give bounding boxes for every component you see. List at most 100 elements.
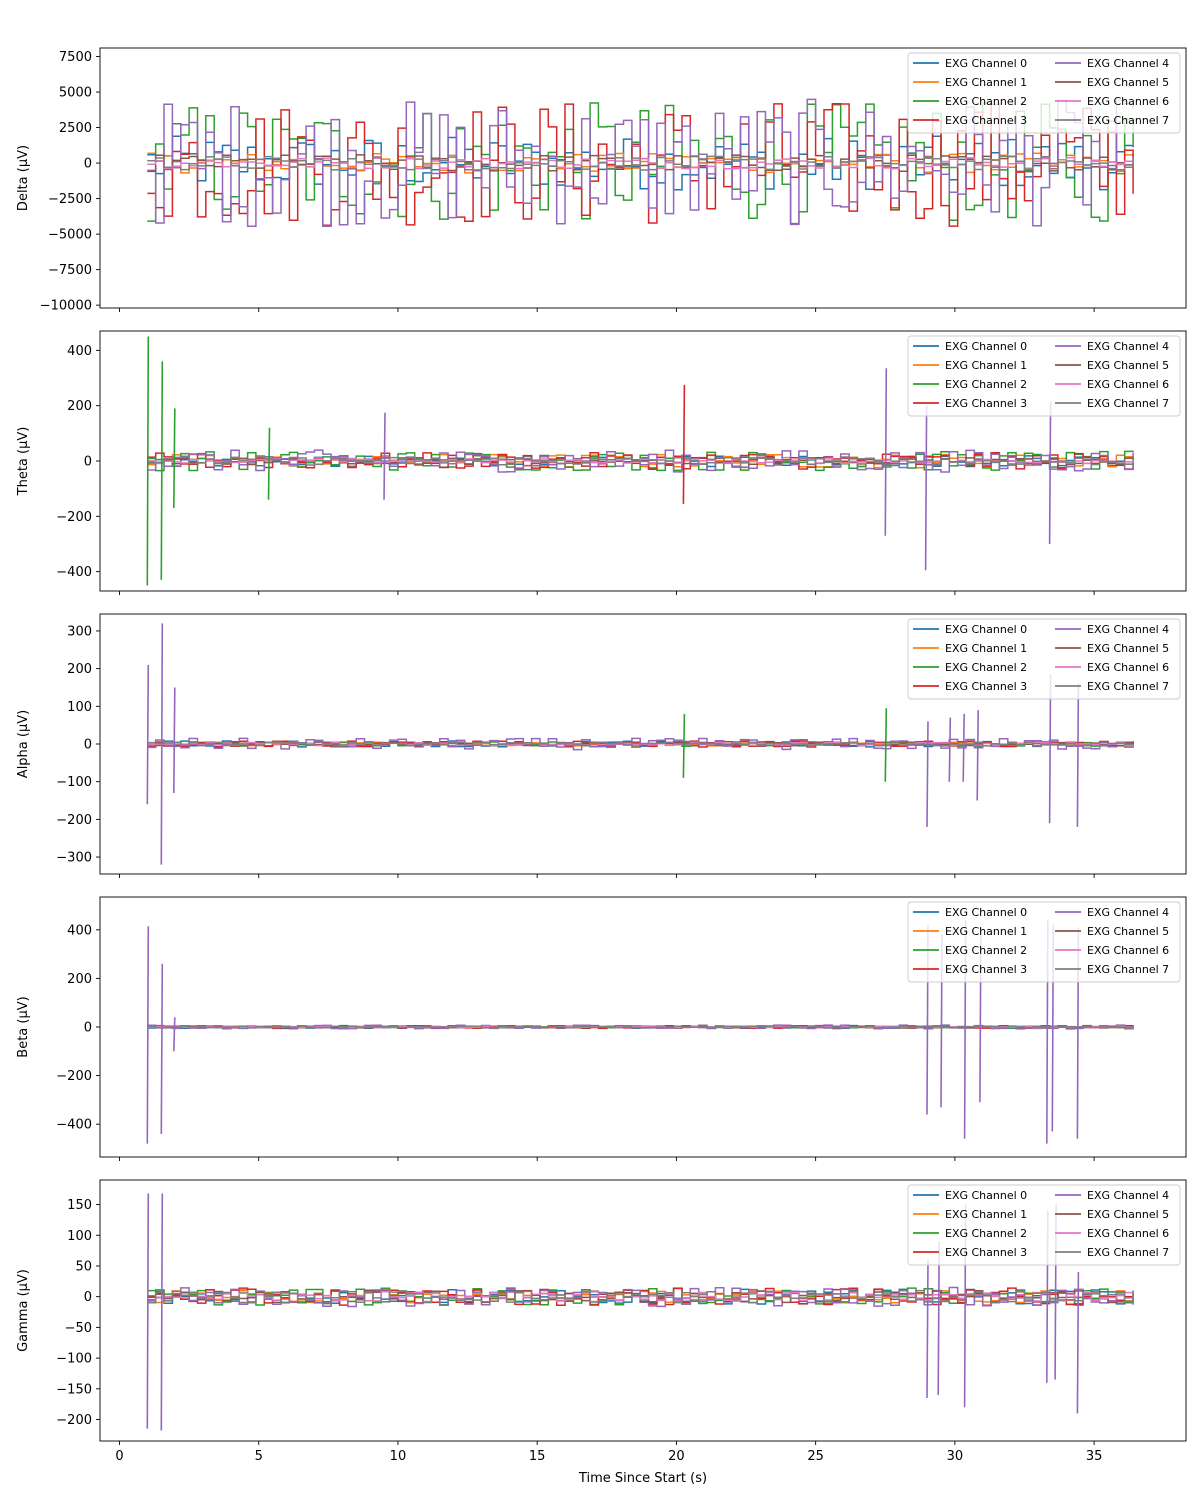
legend-label: EXG Channel 7 [1087,114,1169,127]
y-tick-label: 300 [67,624,92,639]
spike-mark [682,713,686,778]
panel-5: −200 −150 −100 −50 0 50 100 150 Gamma (µV) 0 5 10 15… [16,1179,1187,1464]
y-tick-label: 0 [84,1021,92,1036]
legend-box [907,618,1181,700]
y-tick-label: −100 [56,775,92,790]
spike-mark [173,1017,176,1052]
legend-label: EXG Channel 2 [945,661,1027,674]
series-line-channel-6 [147,156,1134,170]
legend-label: EXG Channel 6 [1087,95,1169,108]
legend: EXG Channel 0 EXG Channel 1 EXG Channel 2 E… [907,901,1181,983]
panel-3: −300 −200 −100 0 100 200 300 Alpha (µV) EXG Chan… [16,613,1187,878]
spike-mark [160,963,164,1134]
legend: EXG Channel 0 EXG Channel 1 EXG Channel 2 E… [907,618,1181,700]
spike-mark [682,384,686,504]
legend-label: EXG Channel 1 [945,76,1027,89]
legend-label: EXG Channel 0 [945,1189,1027,1202]
legend-label: EXG Channel 4 [1087,623,1169,636]
legend-label: EXG Channel 2 [945,95,1027,108]
legend-label: EXG Channel 4 [1087,906,1169,919]
spike-mark [976,710,979,801]
x-tick-label: 0 [115,1449,123,1464]
x-axis-label: Time Since Start (s) [578,1471,707,1486]
y-tick-label: −2500 [48,192,92,207]
y-tick-label: −400 [56,1118,92,1133]
y-tick-label: 150 [67,1198,92,1213]
y-tick-label: −10000 [40,299,92,314]
x-tick-label: 25 [807,1449,824,1464]
series-line-channel-7 [147,155,1134,171]
spike-mark [383,412,386,500]
x-tick-label: 20 [668,1449,685,1464]
legend-label: EXG Channel 5 [1087,642,1169,655]
spike-mark [267,427,271,500]
spike-mark [924,405,928,571]
x-tick-label: 30 [947,1449,964,1464]
legend-label: EXG Channel 2 [945,378,1027,391]
plot-area [146,336,1134,586]
legend-label: EXG Channel 6 [1087,1227,1169,1240]
spike-mark [146,336,150,586]
plot-area [147,98,1134,228]
spike-mark [160,1193,164,1431]
y-tick-label: −100 [56,1352,92,1367]
legend-label: EXG Channel 5 [1087,76,1169,89]
y-tick-label: 100 [67,700,92,715]
y-tick-label: 0 [84,455,92,470]
y-tick-label: −200 [56,1069,92,1084]
y-tick-label: −150 [56,1382,92,1397]
legend-label: EXG Channel 4 [1087,57,1169,70]
x-tick-label: 35 [1086,1449,1103,1464]
legend-label: EXG Channel 0 [945,623,1027,636]
panel-1: −10000 −7500 −5000 −2500 0 2500 5000 7500 Delta … [16,47,1187,314]
y-tick-label: −400 [56,565,92,580]
spike-mark [173,687,176,794]
series-line-channel-7 [147,456,1134,466]
spike-mark [146,926,150,1144]
legend-box [907,1184,1181,1266]
legend-label: EXG Channel 4 [1087,340,1169,353]
y-tick-label: 2500 [59,121,92,136]
legend-box [907,901,1181,983]
legend-label: EXG Channel 0 [945,57,1027,70]
legend-label: EXG Channel 6 [1087,378,1169,391]
axes-frame [99,47,1187,309]
legend-label: EXG Channel 3 [945,114,1027,127]
series-line-channel-7 [147,1025,1134,1029]
legend-label: EXG Channel 7 [1087,680,1169,693]
spike-mark [884,368,888,536]
y-tick-label: 200 [67,662,92,677]
spike-mark [160,623,164,865]
y-tick-label: 0 [84,738,92,753]
series-line-channel-7 [147,1289,1134,1304]
y-tick-label: −5000 [48,228,92,243]
series-line-channel-4 [147,449,1134,473]
spike-mark [937,1241,940,1395]
legend-label: EXG Channel 2 [945,1227,1027,1240]
spike-mark [926,1259,929,1399]
y-tick-label: −300 [56,851,92,866]
y-tick-label: −200 [56,813,92,828]
y-axis-label: Delta (µV) [16,145,31,211]
y-tick-label: 400 [67,923,92,938]
y-tick-label: −50 [65,1321,92,1336]
spike-mark [926,721,929,827]
legend-label: EXG Channel 7 [1087,963,1169,976]
legend: EXG Channel 0 EXG Channel 1 EXG Channel 2 E… [907,52,1181,134]
plot-area [146,623,1134,865]
legend-label: EXG Channel 3 [945,1246,1027,1259]
legend-label: EXG Channel 1 [945,359,1027,372]
legend-label: EXG Channel 1 [945,1208,1027,1221]
legend-label: EXG Channel 0 [945,906,1027,919]
legend: EXG Channel 0 EXG Channel 1 EXG Channel 2 E… [907,335,1181,417]
y-tick-label: 200 [67,399,92,414]
legend-label: EXG Channel 7 [1087,397,1169,410]
legend-label: EXG Channel 1 [945,642,1027,655]
legend-label: EXG Channel 6 [1087,944,1169,957]
y-axis-label: Theta (µV) [16,427,31,497]
legend-label: EXG Channel 7 [1087,1246,1169,1259]
y-tick-label: 0 [84,157,92,172]
legend: EXG Channel 0 EXG Channel 1 EXG Channel 2 E… [907,1184,1181,1266]
legend-label: EXG Channel 5 [1087,925,1169,938]
